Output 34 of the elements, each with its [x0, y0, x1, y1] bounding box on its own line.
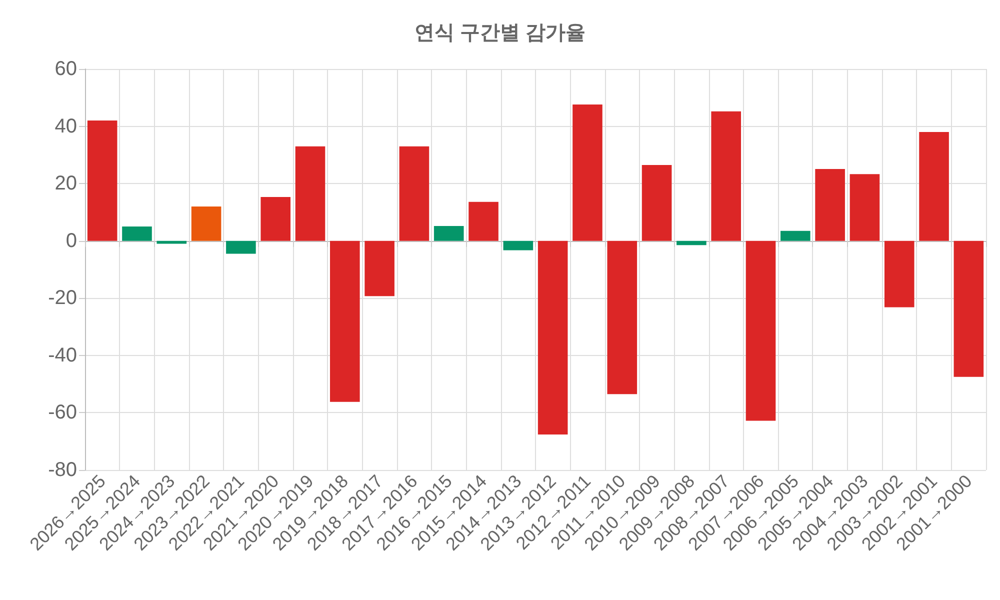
chart-title: 연식 구간별 감가율 — [414, 22, 586, 44]
y-tick-label: 0 — [66, 230, 77, 252]
bar — [468, 202, 498, 241]
bar — [330, 240, 360, 402]
bar — [850, 174, 880, 241]
bar — [87, 120, 118, 241]
y-tick-label: -40 — [48, 344, 77, 366]
bar — [364, 240, 394, 296]
bar — [711, 111, 741, 241]
bar — [780, 230, 810, 241]
bar — [676, 240, 706, 246]
bar — [607, 240, 638, 394]
y-tick-label: -20 — [48, 287, 77, 310]
bar — [919, 132, 949, 241]
bar — [191, 206, 222, 241]
bar — [260, 197, 290, 241]
y-tick-label: 60 — [54, 58, 77, 80]
bar — [815, 168, 845, 241]
y-tick-label: -60 — [48, 402, 77, 424]
bar — [572, 104, 602, 241]
y-tick-label: 40 — [54, 115, 77, 138]
bar — [884, 240, 914, 308]
bar — [642, 164, 672, 241]
bar — [399, 146, 430, 241]
bar — [746, 240, 776, 421]
bar — [954, 240, 984, 377]
bar — [538, 240, 568, 434]
bar — [122, 226, 152, 241]
y-tick-label: 20 — [54, 172, 77, 195]
bar — [226, 240, 256, 254]
bar — [503, 240, 534, 250]
bar — [434, 226, 464, 241]
y-tick-label: -80 — [48, 459, 77, 481]
bar — [295, 146, 326, 241]
